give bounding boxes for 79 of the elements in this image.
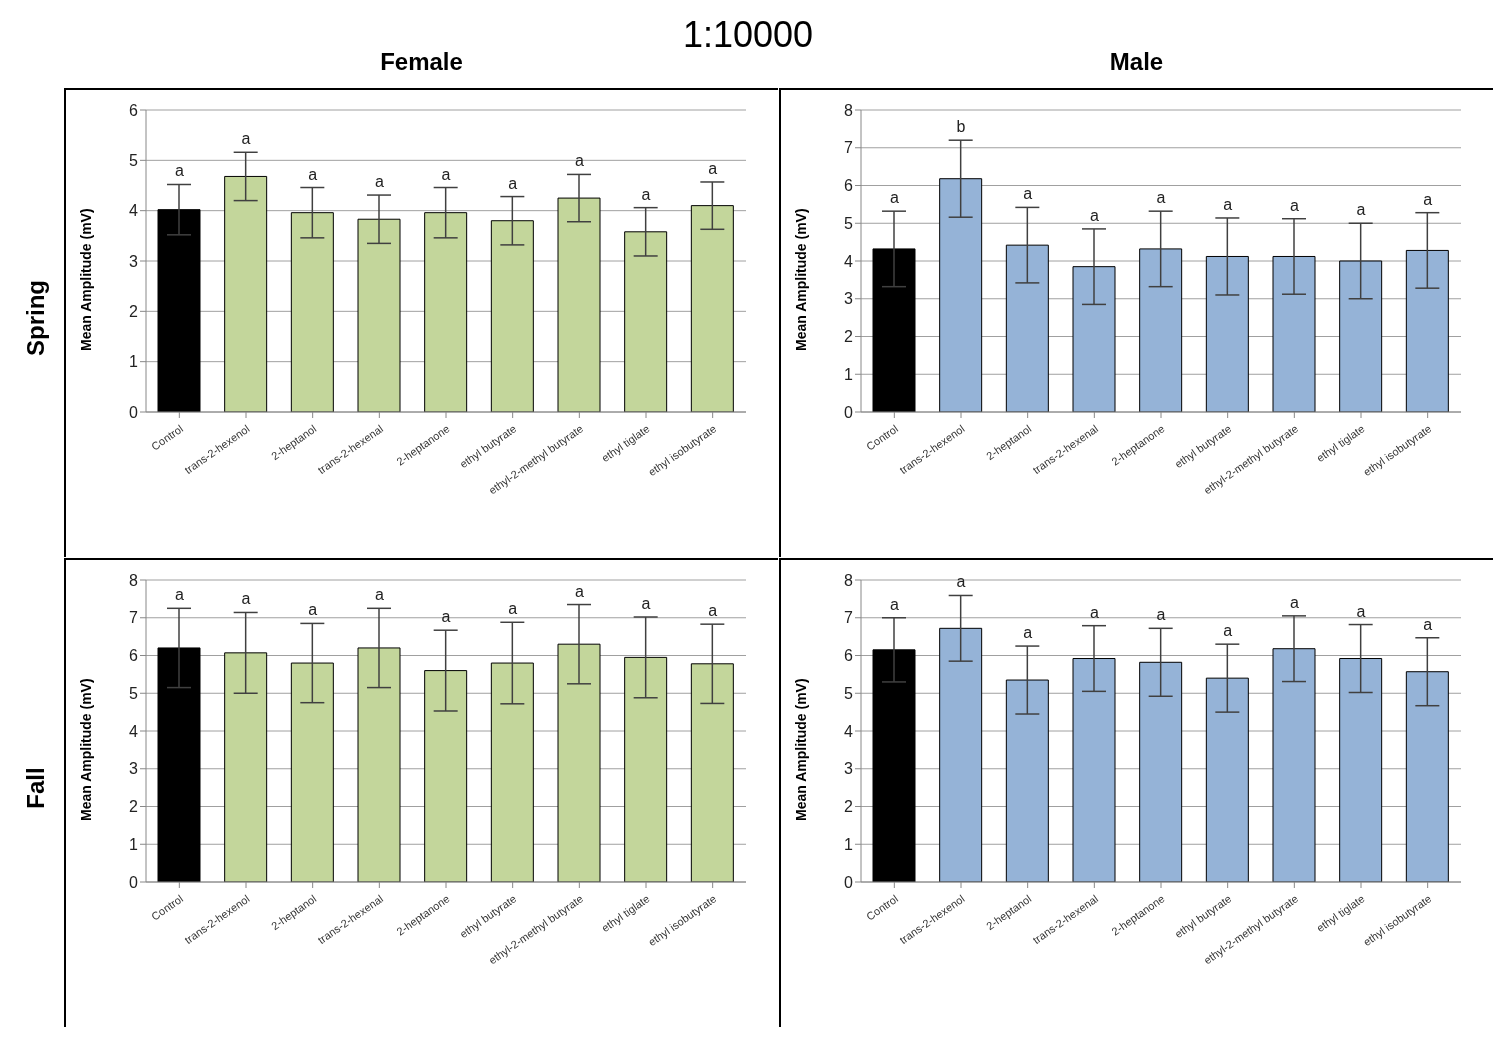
annotation: a (1223, 195, 1233, 213)
annotation: a (708, 159, 718, 177)
y-tick-label: 4 (129, 202, 139, 220)
y-tick-label: 8 (844, 571, 854, 589)
y-axis-title: Mean Amplitude (mV) (77, 678, 94, 821)
annotation: a (1356, 201, 1366, 219)
annotation: a (1023, 624, 1033, 642)
y-tick-label: 1 (129, 835, 139, 853)
annotation: a (174, 162, 184, 180)
y-axis-title: Mean Amplitude (mV) (77, 208, 94, 351)
annotation: a (508, 174, 518, 192)
text: 1:10000 (682, 14, 814, 55)
y-tick-label: 3 (844, 760, 854, 778)
chart-title: Male (1109, 48, 1164, 75)
annotation: a (1223, 622, 1233, 640)
y-tick-label: 7 (129, 609, 139, 627)
annotation: a (441, 608, 451, 626)
annotation: a (1156, 606, 1166, 624)
text: Spring (22, 280, 50, 356)
annotation: a (1023, 185, 1033, 203)
y-tick-label: 5 (129, 684, 139, 702)
annotation: b (956, 118, 966, 136)
y-tick-label: 6 (844, 647, 854, 665)
y-tick-label: 6 (844, 177, 854, 195)
annotation: a (1423, 615, 1433, 633)
y-axis-title: Mean Amplitude (mV) (792, 208, 809, 351)
annotation: a (1089, 603, 1099, 621)
y-tick-label: 6 (129, 647, 139, 665)
annotation: a (308, 165, 318, 183)
annotation: a (708, 602, 718, 620)
y-tick-label: 8 (129, 571, 139, 589)
y-tick-label: 4 (844, 252, 854, 270)
y-tick-label: 4 (129, 722, 139, 740)
annotation: a (889, 189, 899, 207)
annotation: a (1089, 206, 1099, 224)
annotation: a (1289, 196, 1299, 214)
annotation: a (641, 594, 651, 612)
annotation: a (1156, 189, 1166, 207)
y-tick-label: 3 (844, 290, 854, 308)
y-tick-label: 0 (844, 403, 854, 421)
y-tick-label: 5 (129, 152, 139, 170)
annotation: a (241, 590, 251, 608)
y-tick-label: 6 (129, 101, 139, 119)
y-tick-label: 0 (129, 873, 139, 891)
y-tick-label: 3 (129, 252, 139, 270)
annotation: a (574, 582, 584, 600)
annotation: a (574, 152, 584, 170)
annotation: a (1289, 593, 1299, 611)
y-tick-label: 1 (844, 365, 854, 383)
annotation: a (889, 595, 899, 613)
y-tick-label: 5 (844, 214, 854, 232)
y-tick-label: 3 (129, 760, 139, 778)
y-tick-label: 2 (129, 798, 139, 816)
y-tick-label: 1 (129, 353, 139, 371)
y-tick-label: 8 (844, 101, 854, 119)
y-tick-label: 0 (129, 403, 139, 421)
y-tick-label: 7 (844, 609, 854, 627)
annotation: a (1423, 190, 1433, 208)
y-tick-label: 2 (844, 798, 854, 816)
y-axis-title: Mean Amplitude (mV) (792, 678, 809, 821)
y-tick-label: 5 (844, 684, 854, 702)
annotation: a (956, 573, 966, 591)
text: Fall (22, 767, 50, 809)
chart-title: Female (380, 48, 463, 75)
annotation: a (174, 586, 184, 604)
y-tick-label: 2 (129, 303, 139, 321)
y-tick-label: 2 (844, 328, 854, 346)
y-tick-label: 4 (844, 722, 854, 740)
annotation: a (374, 173, 384, 191)
annotation: a (374, 586, 384, 604)
y-tick-label: 7 (844, 139, 854, 157)
annotation: a (1356, 602, 1366, 620)
y-tick-label: 0 (844, 873, 854, 891)
annotation: a (441, 165, 451, 183)
annotation: a (241, 130, 251, 148)
annotation: a (508, 600, 518, 618)
y-tick-label: 1 (844, 835, 854, 853)
annotation: a (641, 185, 651, 203)
annotation: a (308, 601, 318, 619)
